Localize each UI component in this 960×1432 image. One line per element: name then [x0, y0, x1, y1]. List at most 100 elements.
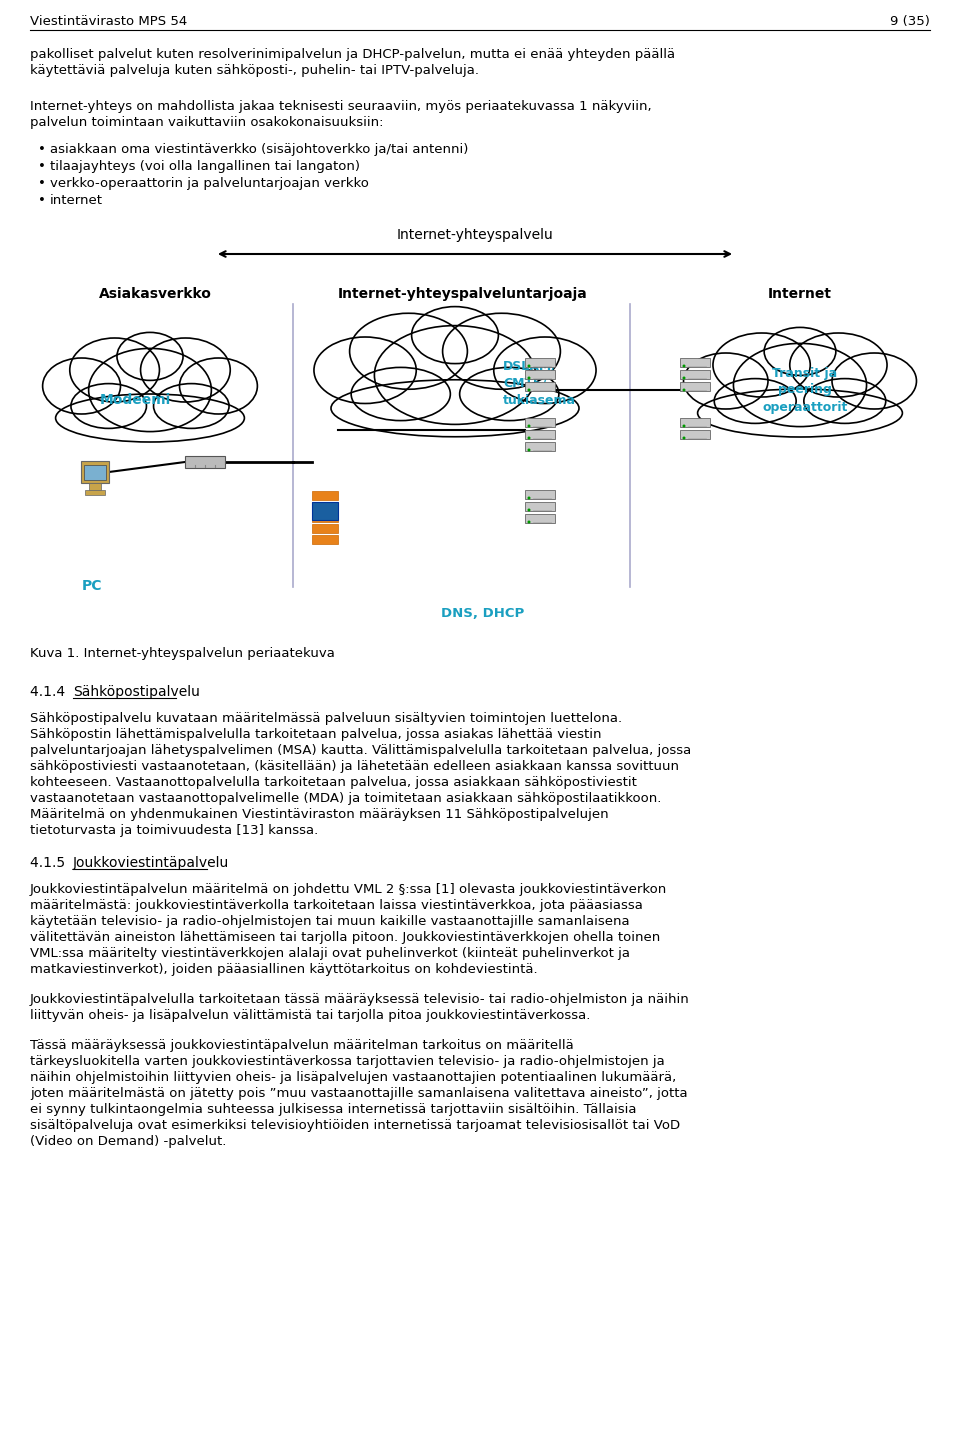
- Circle shape: [683, 377, 685, 379]
- Bar: [525, 369, 555, 379]
- Text: Joukkoviestintäpalvelun määritelmä on johdettu VML 2 §:ssa [1] olevasta joukkovi: Joukkoviestintäpalvelun määritelmä on jo…: [30, 884, 667, 896]
- Text: Kuva 1. Internet-yhteyspalvelun periaatekuva: Kuva 1. Internet-yhteyspalvelun periaate…: [30, 647, 335, 660]
- Bar: [525, 514, 555, 523]
- Bar: [81, 461, 109, 483]
- Text: asiakkaan oma viestintäverkko (sisäjohtoverkko ja/tai antenni): asiakkaan oma viestintäverkko (sisäjohto…: [50, 143, 468, 156]
- Text: 4.1.5: 4.1.5: [30, 856, 74, 871]
- Text: internet: internet: [50, 193, 103, 208]
- Circle shape: [683, 437, 685, 440]
- Circle shape: [527, 424, 531, 428]
- Text: palvelun toimintaan vaikuttaviin osakokonaisuuksiin:: palvelun toimintaan vaikuttaviin osakoko…: [30, 116, 383, 129]
- Bar: [312, 503, 338, 511]
- Ellipse shape: [154, 384, 229, 428]
- Ellipse shape: [42, 358, 121, 414]
- Circle shape: [527, 448, 531, 451]
- Bar: [312, 524, 338, 533]
- Circle shape: [527, 437, 531, 440]
- Text: sähköpostiviesti vastaanotetaan, (käsitellään) ja lähetetään edelleen asiakkaan : sähköpostiviesti vastaanotetaan, (käsite…: [30, 760, 679, 773]
- Bar: [680, 382, 710, 391]
- Bar: [312, 536, 338, 544]
- Ellipse shape: [460, 368, 559, 421]
- Text: palveluntarjoajan lähetyspalvelimen (MSA) kautta. Välittämispalvelulla tarkoitet: palveluntarjoajan lähetyspalvelimen (MSA…: [30, 745, 691, 758]
- Ellipse shape: [314, 337, 417, 404]
- Bar: [525, 418, 555, 427]
- Ellipse shape: [714, 378, 796, 424]
- Bar: [525, 382, 555, 391]
- Circle shape: [683, 388, 685, 391]
- Ellipse shape: [374, 325, 536, 424]
- Text: •: •: [38, 178, 46, 190]
- Text: kohteeseen. Vastaanottopalvelulla tarkoitetaan palvelua, jossa asiakkaan sähköpo: kohteeseen. Vastaanottopalvelulla tarkoi…: [30, 776, 636, 789]
- Bar: [525, 358, 555, 367]
- Text: pakolliset palvelut kuten resolverinimipalvelun ja DHCP-palvelun, mutta ei enää : pakolliset palvelut kuten resolverinimip…: [30, 49, 675, 62]
- Text: Transit ja
peering
operaattorit: Transit ja peering operaattorit: [762, 367, 848, 414]
- Text: Internet: Internet: [768, 286, 832, 301]
- Circle shape: [527, 520, 531, 524]
- Bar: [185, 455, 225, 468]
- Text: vastaanotetaan vastaanottopalvelimelle (MDA) ja toimitetaan asiakkaan sähköposti: vastaanotetaan vastaanottopalvelimelle (…: [30, 792, 661, 805]
- Circle shape: [683, 365, 685, 368]
- Ellipse shape: [140, 338, 230, 402]
- Text: tärkeysluokitella varten joukkoviestintäverkossa tarjottavien televisio- ja radi: tärkeysluokitella varten joukkoviestintä…: [30, 1055, 664, 1068]
- Text: verkko-operaattorin ja palveluntarjoajan verkko: verkko-operaattorin ja palveluntarjoajan…: [50, 178, 369, 190]
- Text: Internet-yhteyspalveluntarjoaja: Internet-yhteyspalveluntarjoaja: [338, 286, 588, 301]
- Text: •: •: [38, 160, 46, 173]
- Bar: [680, 369, 710, 379]
- Text: Sähköpostin lähettämispalvelulla tarkoitetaan palvelua, jossa asiakas lähettää v: Sähköpostin lähettämispalvelulla tarkoit…: [30, 727, 602, 740]
- Text: Modeemi: Modeemi: [100, 392, 171, 407]
- Bar: [84, 465, 106, 480]
- Circle shape: [527, 388, 531, 391]
- Ellipse shape: [70, 338, 159, 402]
- Text: DNS, DHCP: DNS, DHCP: [442, 607, 524, 620]
- Ellipse shape: [88, 348, 211, 431]
- Text: joten määritelmästä on jätetty pois ”muu vastaanottajille samanlaisena valitetta: joten määritelmästä on jätetty pois ”muu…: [30, 1087, 687, 1100]
- Ellipse shape: [698, 390, 902, 437]
- Ellipse shape: [349, 314, 468, 390]
- Circle shape: [683, 424, 685, 428]
- Circle shape: [527, 365, 531, 368]
- Bar: [525, 503, 555, 511]
- Text: VML:ssa määritelty viestintäverkkojen alalaji ovat puhelinverkot (kiinteät puhel: VML:ssa määritelty viestintäverkkojen al…: [30, 947, 630, 959]
- Text: DSLAM/
CMTS/
tukiasema: DSLAM/ CMTS/ tukiasema: [503, 359, 576, 407]
- Text: Internet-yhteyspalvelu: Internet-yhteyspalvelu: [396, 228, 553, 242]
- Circle shape: [527, 508, 531, 511]
- Text: näihin ohjelmistoihin liittyvien oheis- ja lisäpalvelujen vastaanottajien potent: näihin ohjelmistoihin liittyvien oheis- …: [30, 1071, 676, 1084]
- Text: •: •: [38, 193, 46, 208]
- Ellipse shape: [331, 379, 579, 437]
- Text: Sähköpostipalvelu kuvataan määritelmässä palveluun sisältyvien toimintojen luett: Sähköpostipalvelu kuvataan määritelmässä…: [30, 712, 622, 725]
- Text: Tässä määräyksessä joukkoviestintäpalvelun määritelman tarkoitus on määritellä: Tässä määräyksessä joukkoviestintäpalvel…: [30, 1040, 574, 1053]
- Ellipse shape: [804, 378, 886, 424]
- Ellipse shape: [56, 394, 245, 442]
- Text: Sähköpostipalvelu: Sähköpostipalvelu: [73, 684, 200, 699]
- Ellipse shape: [412, 306, 498, 364]
- Bar: [85, 490, 105, 495]
- Ellipse shape: [713, 334, 810, 397]
- Bar: [312, 503, 338, 520]
- Bar: [680, 358, 710, 367]
- Text: liittyvän oheis- ja lisäpalvelun välittämistä tai tarjolla pitoa joukkoviestintä: liittyvän oheis- ja lisäpalvelun välittä…: [30, 1010, 590, 1022]
- Ellipse shape: [117, 332, 183, 381]
- Ellipse shape: [71, 384, 147, 428]
- Text: •: •: [38, 143, 46, 156]
- Text: (Video on Demand) -palvelut.: (Video on Demand) -palvelut.: [30, 1136, 227, 1148]
- Text: 9 (35): 9 (35): [890, 14, 930, 29]
- Text: 4.1.4: 4.1.4: [30, 684, 74, 699]
- Text: Internet-yhteys on mahdollista jakaa teknisesti seuraaviin, myös periaatekuvassa: Internet-yhteys on mahdollista jakaa tek…: [30, 100, 652, 113]
- Ellipse shape: [351, 368, 450, 421]
- Ellipse shape: [764, 328, 836, 375]
- Text: määritelmästä: joukkoviestintäverkolla tarkoitetaan laissa viestintäverkkoa, jot: määritelmästä: joukkoviestintäverkolla t…: [30, 899, 643, 912]
- Text: Asiakasverkko: Asiakasverkko: [99, 286, 211, 301]
- Text: välitettävän aineiston lähettämiseen tai tarjolla pitoon. Joukkoviestintäverkkoj: välitettävän aineiston lähettämiseen tai…: [30, 931, 660, 944]
- Ellipse shape: [733, 344, 867, 427]
- Ellipse shape: [684, 354, 768, 410]
- Text: sisältöpalveluja ovat esimerkiksi televisioyhtiöiden internetissä tarjoamat tele: sisältöpalveluja ovat esimerkiksi televi…: [30, 1118, 680, 1133]
- Circle shape: [527, 497, 531, 500]
- Bar: [312, 513, 338, 523]
- Ellipse shape: [493, 337, 596, 404]
- Bar: [680, 430, 710, 440]
- Text: Joukkoviestintäpalvelu: Joukkoviestintäpalvelu: [73, 856, 228, 871]
- Ellipse shape: [832, 354, 917, 410]
- Text: Määritelmä on yhdenmukainen Viestintäviraston määräyksen 11 Sähköpostipalvelujen: Määritelmä on yhdenmukainen Viestintävir…: [30, 808, 609, 821]
- Text: Joukkoviestintäpalvelulla tarkoitetaan tässä määräyksessä televisio- tai radio-o: Joukkoviestintäpalvelulla tarkoitetaan t…: [30, 992, 689, 1007]
- Text: tietoturvasta ja toimivuudesta [13] kanssa.: tietoturvasta ja toimivuudesta [13] kans…: [30, 823, 319, 836]
